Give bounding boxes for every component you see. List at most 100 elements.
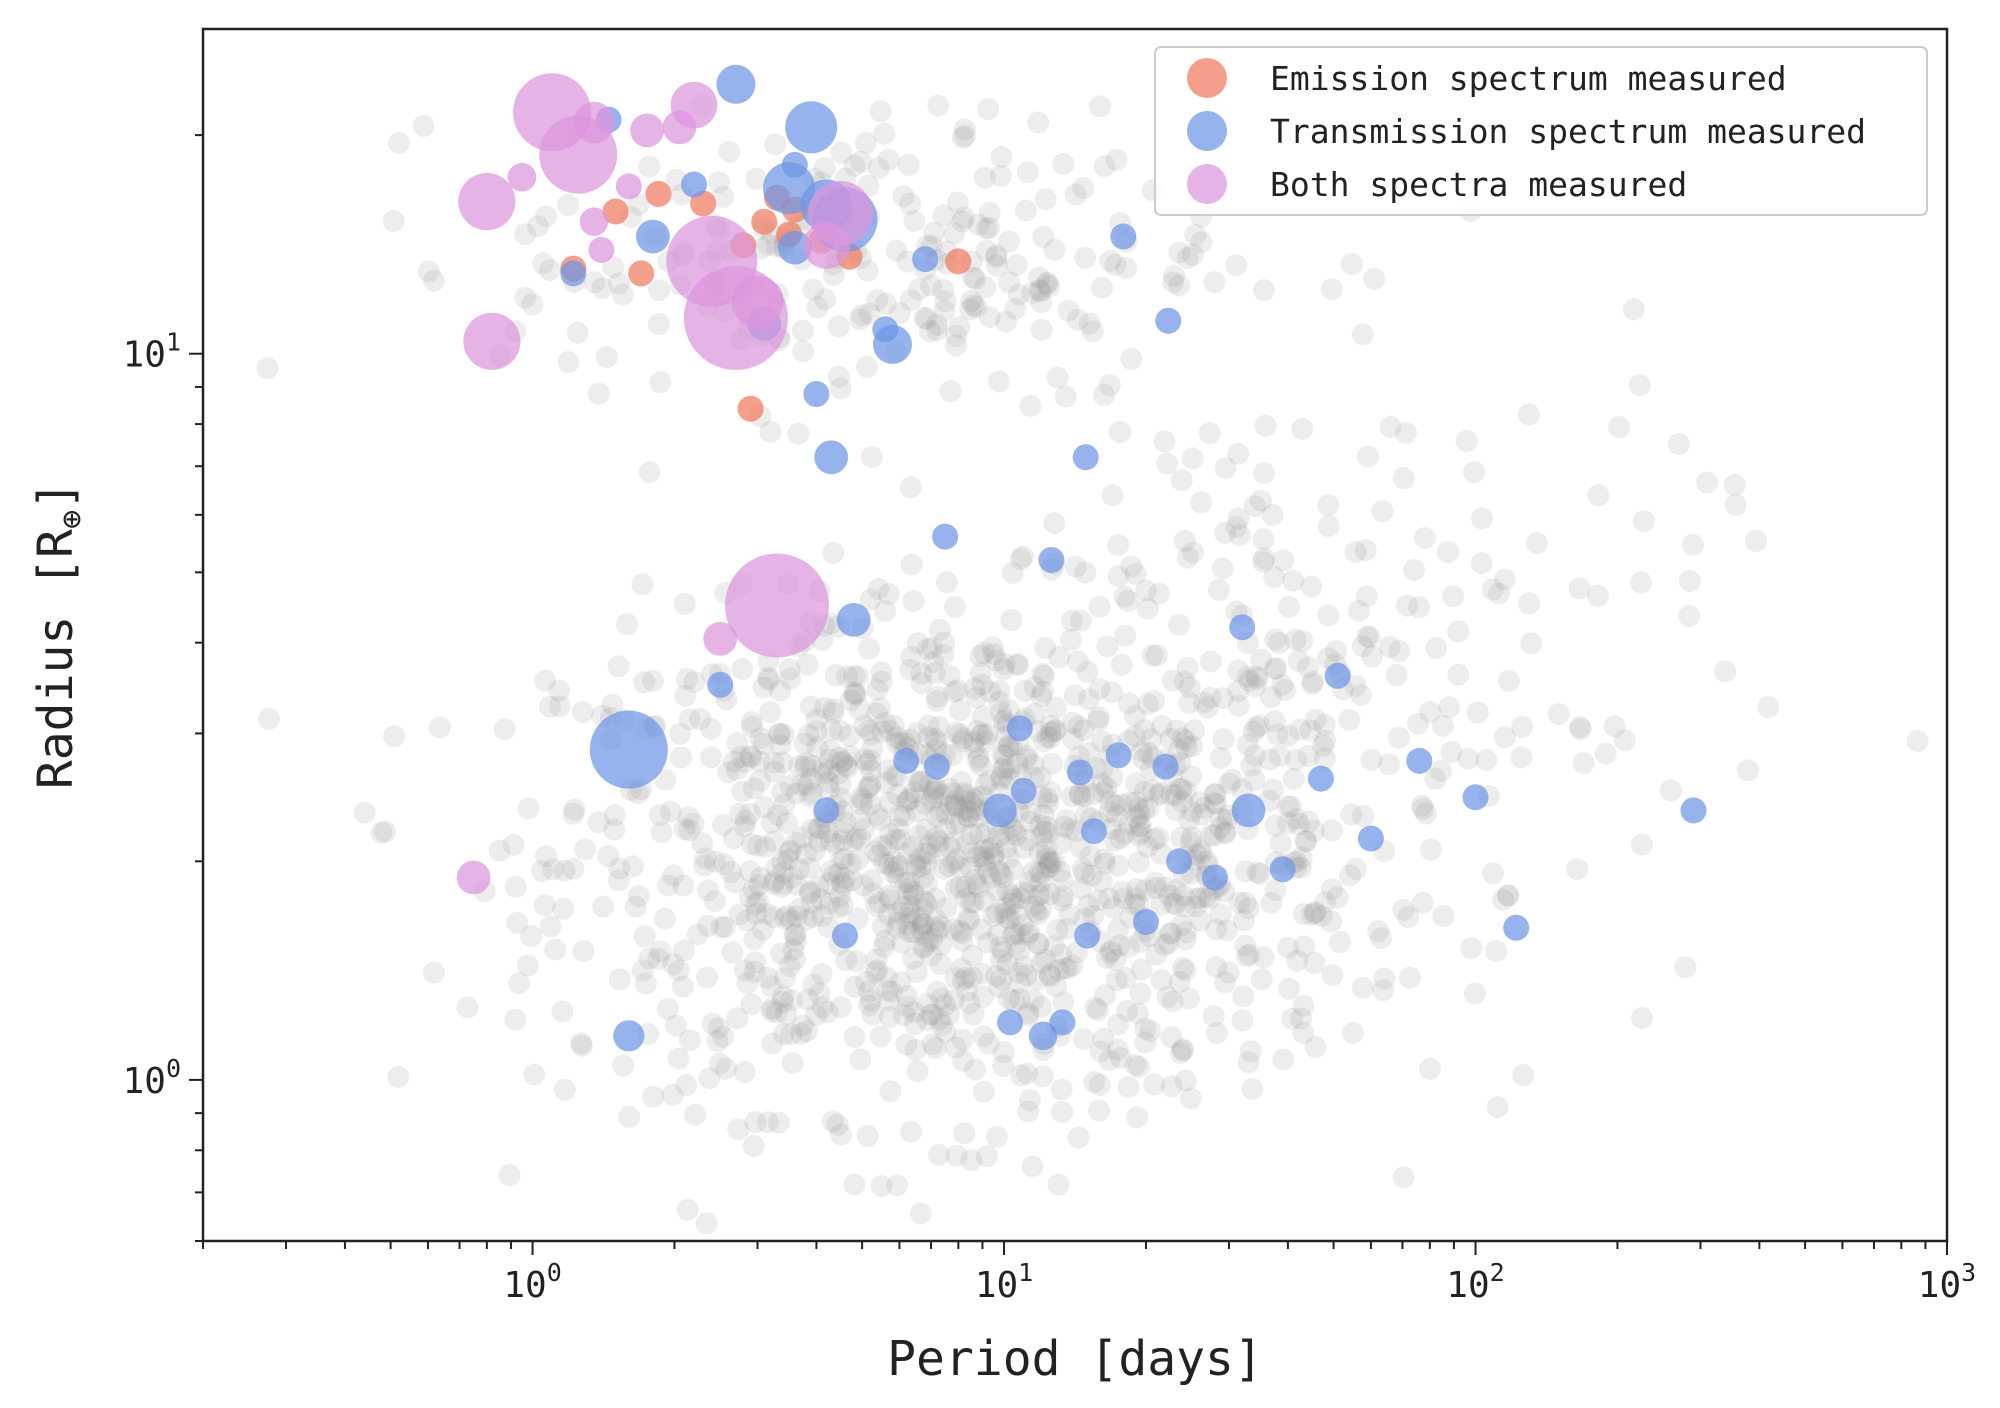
background-point	[988, 679, 1011, 702]
background-point	[627, 193, 650, 216]
background-point	[1022, 895, 1045, 918]
background-point	[970, 918, 993, 941]
background-point	[649, 371, 672, 394]
background-point	[791, 1014, 814, 1037]
background-point	[908, 771, 931, 794]
background-point	[1178, 691, 1201, 714]
background-point	[896, 912, 919, 935]
background-point	[1236, 665, 1259, 688]
background-point	[1271, 673, 1294, 696]
background-point	[1511, 715, 1534, 738]
background-point	[572, 940, 595, 963]
background-point	[877, 834, 899, 856]
background-point	[827, 862, 850, 885]
background-point	[1211, 687, 1234, 710]
background-point	[1339, 864, 1361, 887]
background-point	[1288, 718, 1311, 741]
background-point	[1159, 922, 1182, 945]
background-point	[1317, 647, 1339, 669]
background-point	[790, 1022, 813, 1045]
background-point	[1170, 469, 1193, 492]
background-point	[1124, 1054, 1147, 1076]
background-point	[1207, 578, 1230, 601]
background-point	[1060, 609, 1083, 632]
background-point	[422, 269, 445, 292]
background-point	[1392, 467, 1415, 490]
background-point	[1244, 744, 1266, 767]
background-point	[1352, 804, 1375, 827]
transmission-point	[1067, 759, 1094, 786]
background-point	[811, 996, 834, 1019]
background-point	[535, 205, 557, 228]
background-point	[1137, 796, 1160, 819]
transmission-point	[707, 671, 734, 698]
background-point	[884, 828, 907, 851]
background-point	[895, 1033, 918, 1056]
background-point	[973, 849, 996, 872]
background-point	[916, 1009, 939, 1032]
legend-marker-transmission	[1187, 111, 1227, 151]
background-point	[988, 690, 1010, 713]
background-point	[974, 773, 997, 796]
background-point	[909, 917, 932, 940]
background-point	[1088, 1073, 1111, 1096]
background-point	[772, 985, 795, 1008]
background-point	[985, 243, 1008, 266]
background-point	[800, 891, 823, 914]
background-point	[826, 1113, 849, 1136]
background-point	[887, 911, 910, 934]
background-point	[608, 857, 631, 880]
background-point	[673, 818, 696, 841]
background-point	[953, 781, 976, 804]
transmission-point	[1307, 765, 1334, 792]
background-point	[1132, 748, 1155, 771]
background-point	[1394, 421, 1417, 444]
background-point	[1136, 836, 1159, 858]
background-point	[996, 824, 1019, 847]
transmission-point	[893, 747, 920, 774]
background-point	[1696, 471, 1719, 494]
background-point	[962, 294, 985, 317]
background-point	[1033, 664, 1056, 687]
background-point	[1078, 741, 1101, 764]
transmission-point	[1155, 307, 1182, 334]
background-point	[779, 667, 802, 690]
background-point	[890, 931, 913, 954]
background-point	[902, 880, 925, 903]
background-point	[821, 1110, 844, 1133]
background-point	[1403, 558, 1426, 581]
background-point	[1250, 648, 1273, 671]
background-point	[1082, 904, 1105, 927]
background-point	[843, 665, 865, 688]
background-point	[740, 746, 763, 769]
background-point	[906, 800, 929, 823]
background-point	[991, 941, 1014, 964]
background-point	[1079, 845, 1102, 868]
background-point	[853, 714, 876, 737]
background-point	[972, 1025, 995, 1048]
transmission-point	[1105, 742, 1132, 769]
background-point	[902, 883, 925, 906]
background-point	[769, 722, 791, 745]
background-point	[1131, 740, 1153, 763]
background-point	[822, 698, 845, 721]
background-point	[612, 283, 634, 306]
background-point	[859, 588, 882, 611]
background-point	[887, 817, 910, 840]
background-point	[938, 855, 960, 878]
background-point	[1104, 948, 1127, 971]
background-point	[1355, 585, 1378, 608]
background-point	[738, 802, 761, 825]
background-point	[1369, 927, 1392, 950]
background-point	[1161, 669, 1184, 692]
both-point	[615, 173, 642, 200]
background-point	[1002, 924, 1025, 947]
background-point	[925, 731, 948, 754]
background-point	[1297, 810, 1320, 833]
transmission-point	[1357, 825, 1384, 852]
background-point	[1518, 592, 1541, 615]
background-point	[942, 782, 965, 805]
background-point	[1313, 713, 1336, 736]
background-point	[1254, 414, 1277, 437]
background-point	[1047, 959, 1070, 982]
